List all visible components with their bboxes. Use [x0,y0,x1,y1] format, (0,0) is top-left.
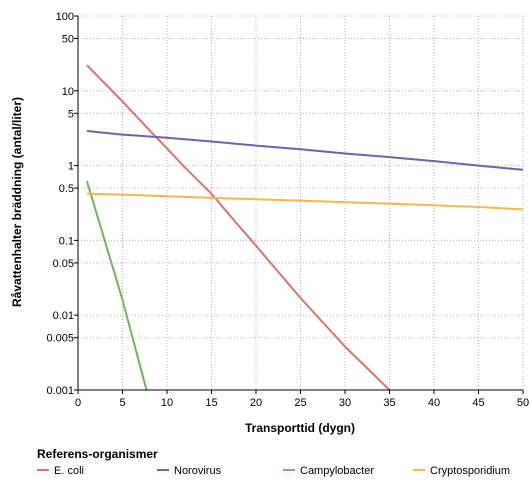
series-line-cryptosporidium [86,192,524,211]
y-tick-label: 5 [68,108,74,120]
y-tick-label: 0.001 [46,385,74,397]
y-tick-label: 0.01 [53,310,74,322]
x-tick-label: 10 [161,397,173,409]
x-tick-label: 25 [294,397,306,409]
legend-item-e-coli[interactable]: E. coli [37,465,84,477]
legend-label: Cryptosporidium [430,465,510,477]
series-line-e-coli [86,64,391,391]
x-tick-label: 35 [383,397,395,409]
x-tick-label: 30 [339,397,351,409]
y-tick-label: 0.005 [46,333,74,345]
x-tick-label: 15 [205,397,217,409]
series-line-norovirus [86,130,524,171]
x-tick-label: 50 [517,397,529,409]
x-tick-label: 40 [428,397,440,409]
y-tick-label: 100 [56,11,74,23]
tick-labels: 0 5 10 15 20 25 30 35 40 45 500.0010.0050.010.050.… [46,11,529,409]
x-tick-label: 5 [119,397,125,409]
y-tick-label: 50 [62,34,74,46]
legend-label: Campylobacter [300,465,374,477]
y-tick-label: 0.5 [59,183,74,195]
y-tick-label: 0.1 [59,235,74,247]
legend-label: E. coli [54,465,84,477]
x-tick-label: 45 [472,397,484,409]
legend-item-campylobacter[interactable]: Campylobacter [283,465,374,477]
axes [74,15,524,394]
legend-item-norovirus[interactable]: Norovirus [157,465,222,477]
x-axis-title: Transporttid (dygn) [245,421,355,435]
x-tick-label: 20 [250,397,262,409]
x-tick-label: 0 [75,397,81,409]
series-layer [85,64,524,391]
legend-label: Norovirus [174,465,222,477]
y-tick-label: 10 [62,86,74,98]
legend: E. coli Norovirus Campylobacter Cryptospori… [37,465,510,477]
legend-title: Referens-organismer [37,447,158,461]
legend-item-cryptosporidium[interactable]: Cryptosporidium [413,465,510,477]
series-line-campylobacter [85,180,148,391]
grid [78,15,524,391]
y-tick-label: 0.05 [53,258,74,270]
y-axis-title: Råvattenhalter bräddning (antal/liter) [10,97,24,307]
y-tick-label: 1 [68,161,74,173]
